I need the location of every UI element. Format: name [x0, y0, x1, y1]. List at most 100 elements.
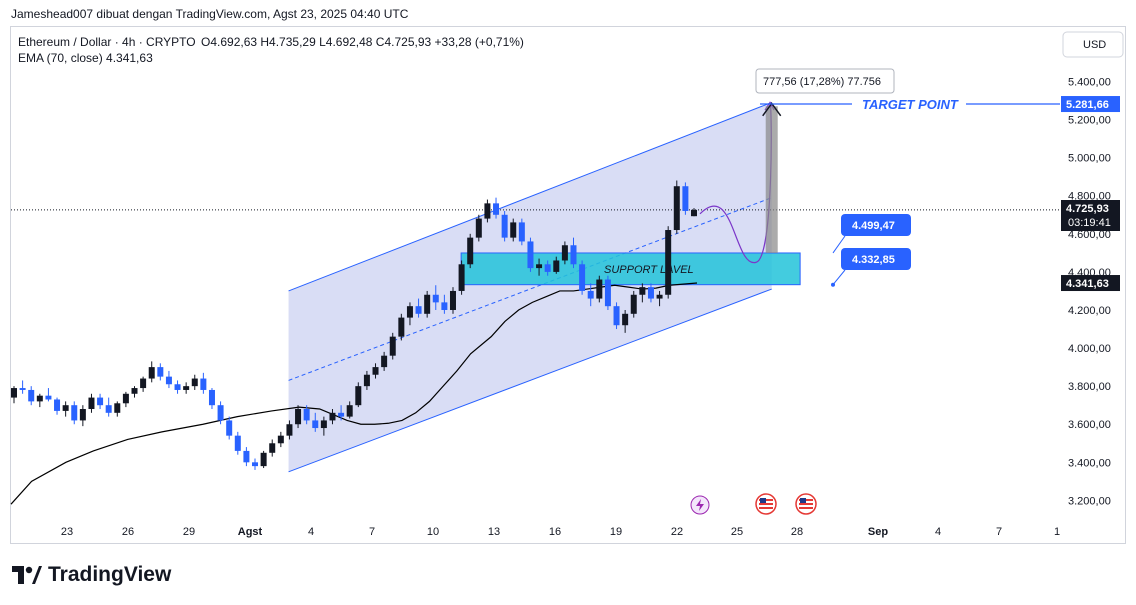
- candle: [510, 218, 517, 242]
- candle: [467, 233, 474, 269]
- candle: [656, 290, 663, 307]
- candle: [501, 210, 508, 242]
- ema-price-label: 4.341,63: [1066, 278, 1109, 290]
- candle: [11, 386, 17, 404]
- candle-body: [527, 241, 534, 269]
- target-price-badge: [1061, 96, 1120, 113]
- candle: [458, 260, 465, 295]
- channel-lower-line: [288, 288, 772, 473]
- flag-stripe: [799, 507, 813, 509]
- candle-body: [62, 405, 69, 411]
- candle-body: [19, 388, 26, 390]
- candle: [441, 294, 448, 314]
- candle: [613, 302, 620, 330]
- channel-mid-line: [288, 197, 772, 381]
- candle: [71, 401, 78, 425]
- candle: [329, 409, 336, 425]
- candle: [105, 397, 112, 417]
- candle-body: [424, 294, 431, 314]
- y-tick-label: 5.000,00: [1068, 153, 1111, 165]
- symbol-label: Ethereum / Dollar · 4h · CRYPTO: [18, 35, 196, 49]
- candle-body: [11, 388, 17, 398]
- candle-body: [398, 317, 405, 337]
- flag-canton: [800, 498, 806, 503]
- candle-body: [200, 378, 207, 390]
- candle: [303, 405, 310, 425]
- candle: [226, 416, 233, 440]
- y-tick-label: 4.800,00: [1068, 191, 1111, 203]
- zone-bottom-connector: [832, 269, 846, 286]
- candle: [647, 283, 654, 303]
- candle-body: [596, 279, 603, 299]
- x-tick-label: 23: [61, 526, 73, 538]
- candle: [604, 275, 611, 310]
- candle: [62, 401, 69, 417]
- candle: [518, 218, 525, 246]
- candle-body: [579, 264, 586, 291]
- zone-price-badge: [841, 248, 911, 270]
- candle-body: [191, 378, 198, 387]
- flag-stripe: [759, 507, 773, 509]
- candle-body: [320, 420, 327, 429]
- candle: [355, 382, 362, 408]
- annotations-layer: 777,56 (17,28%) 77.756 TARGET POINT 4.499,…: [690, 68, 1060, 515]
- x-tick-label: 10: [427, 526, 439, 538]
- candle-body: [157, 367, 164, 377]
- candle: [97, 393, 104, 410]
- candle: [570, 237, 577, 269]
- candle: [45, 388, 52, 402]
- candle: [200, 372, 207, 394]
- candle: [234, 431, 241, 455]
- candle-body: [484, 203, 491, 219]
- candle-body: [622, 313, 629, 326]
- candle-body: [88, 397, 95, 410]
- candle: [157, 363, 164, 381]
- candle: [406, 302, 413, 326]
- candle-body: [54, 399, 61, 411]
- candle: [88, 393, 95, 413]
- candle-body: [140, 378, 147, 389]
- candle: [596, 275, 603, 303]
- candle-body: [355, 386, 362, 406]
- candle-body: [656, 294, 663, 299]
- candle: [665, 226, 672, 299]
- measure-label-box: [755, 68, 895, 94]
- candle: [208, 388, 215, 410]
- candle: [252, 458, 259, 470]
- candle: [191, 374, 198, 390]
- candle-body: [691, 209, 697, 217]
- candle: [389, 332, 396, 360]
- tradingview-logo[interactable]: TradingView: [12, 563, 171, 587]
- candle-body: [226, 420, 233, 436]
- candle-body: [381, 355, 388, 368]
- x-tick-label: 1: [1054, 526, 1060, 538]
- candle: [183, 382, 190, 394]
- x-tick-label: 19: [610, 526, 622, 538]
- candle-body: [217, 405, 224, 421]
- candle: [269, 439, 276, 457]
- candle-body: [501, 214, 508, 238]
- candle-body: [122, 393, 129, 404]
- candle: [398, 313, 405, 341]
- y-tick-label: 5.200,00: [1068, 115, 1111, 127]
- candle: [622, 309, 629, 333]
- zone-price-label: 4.499,47: [852, 220, 895, 232]
- x-tick-label: 13: [488, 526, 500, 538]
- currency-button[interactable]: USD: [1062, 31, 1124, 58]
- countdown-label: 03:19:41: [1068, 217, 1111, 229]
- candle: [630, 290, 637, 318]
- candle: [148, 361, 155, 383]
- x-tick-label: Agst: [238, 526, 263, 538]
- y-tick-label: 5.400,00: [1068, 77, 1111, 89]
- candle: [320, 416, 327, 436]
- candle: [579, 260, 586, 295]
- candle-body: [467, 237, 474, 265]
- candle-body: [45, 395, 52, 400]
- candle-body: [673, 186, 680, 231]
- candle-body: [604, 279, 611, 307]
- candle-body: [665, 230, 672, 295]
- candle-body: [97, 397, 104, 406]
- x-tick-label: 28: [791, 526, 803, 538]
- candle-body: [630, 294, 637, 314]
